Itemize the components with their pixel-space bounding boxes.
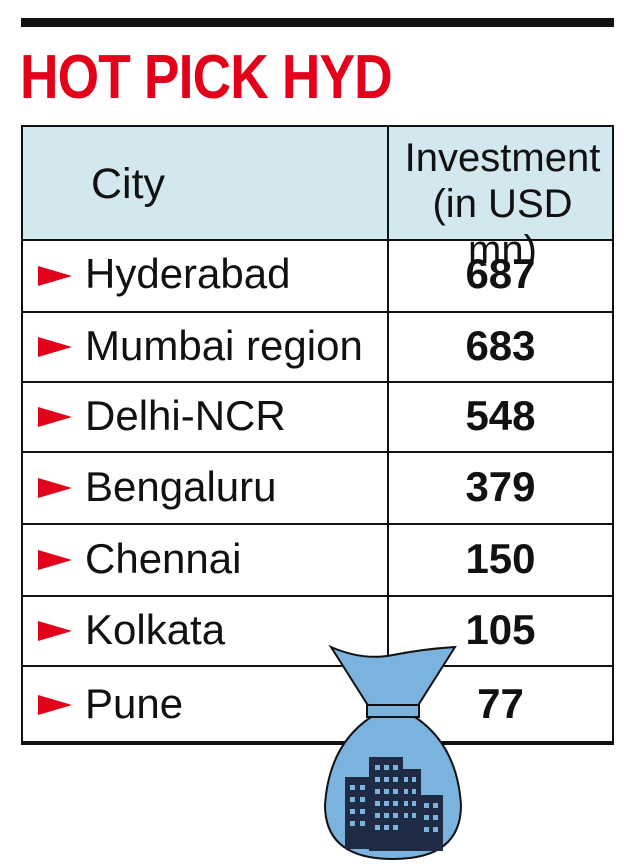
red-arrow-icon (38, 478, 72, 498)
row-city: Kolkata (85, 606, 226, 653)
header-investment: Investment (in USD mn) (393, 135, 612, 273)
table-row: Pune 77 (23, 665, 612, 743)
row-investment-value: 105 (465, 606, 536, 653)
red-arrow-icon (38, 695, 72, 715)
table-row: Delhi-NCR 548 (23, 381, 612, 451)
investment-table: City Investment (in USD mn) Hyderabad 687… (21, 125, 614, 861)
money-bag-icon (323, 645, 463, 861)
row-investment-value: 548 (465, 392, 536, 439)
row-city: Pune (85, 680, 184, 727)
table-row: Mumbai region 683 (23, 311, 612, 381)
table-row: Hyderabad 687 (23, 241, 612, 311)
header-city: City (91, 160, 166, 208)
top-rule (21, 18, 614, 27)
red-arrow-icon (38, 550, 72, 570)
red-arrow-icon (38, 407, 72, 427)
row-investment-value: 379 (465, 463, 536, 510)
row-city: Chennai (85, 535, 242, 582)
header-investment-line1: Investment (404, 136, 601, 180)
bag-tie (366, 704, 420, 718)
table-row: Kolkata 105 (23, 595, 612, 665)
row-investment-value: 683 (465, 322, 536, 369)
red-arrow-icon (38, 337, 72, 357)
row-city: Delhi-NCR (85, 392, 286, 439)
table-header: City Investment (in USD mn) (23, 127, 612, 272)
bag-neck (328, 645, 457, 708)
header-investment-line2: (in USD mn) (432, 182, 573, 272)
row-investment-value: 77 (477, 680, 524, 727)
row-city: Bengaluru (85, 463, 277, 510)
column-divider (387, 127, 389, 743)
red-arrow-icon (38, 621, 72, 641)
table-row: Chennai 150 (23, 523, 612, 595)
page-title: HOT PICK HYD (20, 43, 393, 112)
row-city: Mumbai region (85, 322, 363, 369)
row-investment-value: 687 (465, 250, 536, 297)
row-city: Hyderabad (85, 250, 291, 297)
table-row: Bengaluru 379 (23, 451, 612, 523)
red-arrow-icon (38, 266, 72, 286)
row-investment-value: 150 (465, 535, 536, 582)
